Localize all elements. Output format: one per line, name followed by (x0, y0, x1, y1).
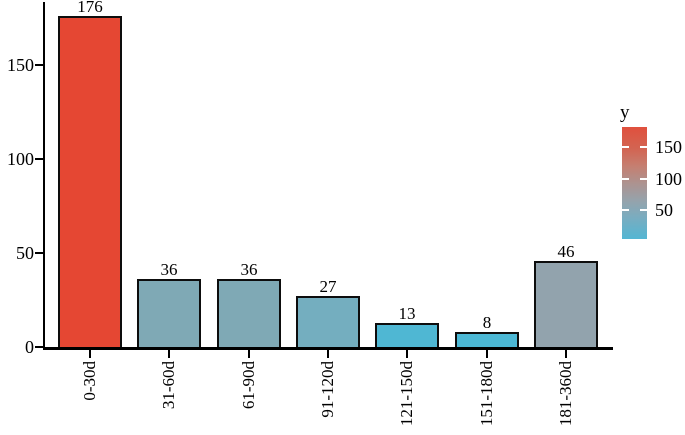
bar-value-label-91-120d: 27 (319, 277, 337, 297)
x-axis-label-61-90d: 61-90d (239, 361, 258, 410)
x-axis-label-181-360d: 181-360d (556, 361, 575, 427)
bar-61-90d (217, 279, 281, 349)
y-tick-label-150: 150 (7, 55, 34, 75)
bar-0-30d (58, 16, 122, 349)
bar-31-60d (137, 279, 201, 349)
legend-tick-left-100 (622, 177, 629, 180)
x-tick-151-180d (485, 349, 489, 358)
x-axis-label-0-30d: 0-30d (80, 361, 99, 401)
legend-tick-left-150 (622, 145, 629, 148)
legend-tick-right-50 (640, 209, 647, 212)
x-tick-0-30d (88, 349, 92, 358)
legend-tick-label-50: 50 (655, 200, 673, 221)
y-tick-150 (34, 63, 43, 67)
bar-181-360d (534, 260, 598, 349)
x-axis-label-31-60d: 31-60d (159, 361, 178, 410)
bar-value-label-0-30d: 176 (77, 0, 103, 17)
legend-tick-left-50 (622, 209, 629, 212)
bar-value-label-181-360d: 46 (557, 241, 575, 261)
legend-tick-label-150: 150 (655, 136, 682, 157)
legend-gradient-bar (622, 127, 647, 239)
bar-121-150d (375, 322, 439, 349)
legend-tick-label-100: 100 (655, 168, 682, 189)
y-tick-label-100: 100 (7, 149, 34, 169)
x-tick-91-120d (326, 349, 330, 358)
bar-value-label-31-60d: 36 (160, 260, 178, 280)
bar-value-label-121-150d: 13 (398, 303, 416, 323)
x-tick-61-90d (247, 349, 251, 358)
x-tick-181-360d (564, 349, 568, 358)
bar-91-120d (296, 296, 360, 349)
bar-value-label-61-90d: 36 (240, 260, 258, 280)
x-tick-31-60d (167, 349, 171, 358)
x-tick-121-150d (405, 349, 409, 358)
y-tick-100 (34, 157, 43, 161)
y-tick-label-0: 0 (25, 337, 34, 357)
bar-value-label-151-180d: 8 (482, 312, 492, 332)
legend-tick-right-150 (640, 145, 647, 148)
x-axis-label-91-120d: 91-120d (318, 361, 337, 418)
y-tick-label-50: 50 (16, 243, 34, 263)
x-axis-line (42, 347, 613, 350)
legend-tick-right-100 (640, 177, 647, 180)
y-tick-50 (34, 251, 43, 255)
y-axis-line (42, 2, 45, 349)
legend-title: y (620, 102, 630, 123)
x-axis-label-151-180d: 151-180d (477, 361, 496, 427)
x-axis-label-121-150d: 121-150d (397, 361, 416, 427)
y-tick-0 (34, 345, 43, 349)
